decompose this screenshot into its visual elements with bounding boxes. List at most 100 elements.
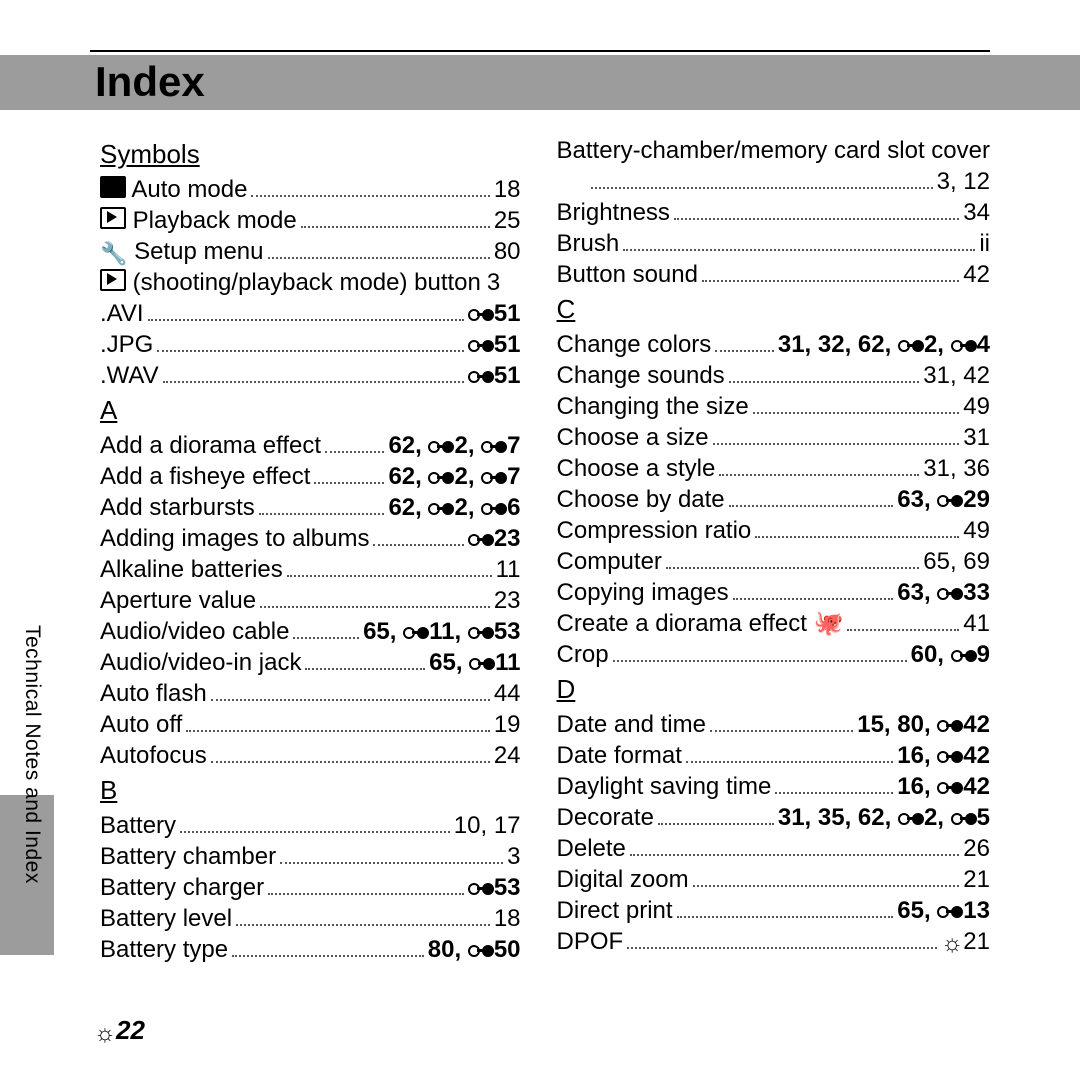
index-entry: Choose by date63, 29 <box>557 484 990 515</box>
index-entry-pages: ☼21 <box>941 926 990 957</box>
index-entry-label: Decorate <box>557 802 654 833</box>
index-entry-pages: 34 <box>963 197 990 228</box>
leader-dots <box>268 243 490 259</box>
leader-dots <box>157 336 463 352</box>
index-entry: Computer65, 69 <box>557 546 990 577</box>
index-entry-label: Playback mode <box>100 205 297 236</box>
manual-index-page: Index Technical Notes and Index Symbols … <box>0 0 1080 1080</box>
index-entry-label: DPOF <box>557 926 624 957</box>
leader-dots <box>733 584 894 600</box>
index-entry-label: Auto mode <box>100 174 247 205</box>
index-entry-pages: 62, 2, 7 <box>388 430 520 461</box>
index-column: Battery-chamber/memory card slot cover3,… <box>557 135 990 1000</box>
index-entry-pages: 63, 33 <box>897 577 990 608</box>
reference-icon <box>468 369 494 383</box>
leader-dots <box>753 398 960 414</box>
index-entry: Copying images 63, 33 <box>557 577 990 608</box>
index-entry: Crop60, 9 <box>557 639 990 670</box>
index-entry-pages: 51 <box>468 298 521 329</box>
reference-icon <box>403 625 429 639</box>
index-entry-pages: 25 <box>494 205 521 236</box>
index-entry: Add starbursts62, 2, 6 <box>100 492 521 523</box>
leader-dots <box>232 941 424 957</box>
reference-icon <box>428 470 454 484</box>
index-entry-label: Computer <box>557 546 662 577</box>
leader-dots <box>211 747 490 763</box>
index-entry-label: Battery charger <box>100 872 264 903</box>
index-entry: Battery charger 53 <box>100 872 521 903</box>
index-entry-label: Change sounds <box>557 360 725 391</box>
leader-dots <box>251 181 489 197</box>
index-entry-pages: 62, 2, 7 <box>388 461 520 492</box>
index-entry-label: Copying images <box>557 577 729 608</box>
reference-icon <box>468 307 494 321</box>
section-heading: Symbols <box>100 139 521 170</box>
leader-dots <box>180 817 450 833</box>
leader-dots <box>325 437 384 453</box>
reference-icon <box>468 943 494 957</box>
index-entry: Brightness34 <box>557 197 990 228</box>
index-entry-pages: 53 <box>468 872 521 903</box>
index-entry-label: Audio/video-in jack <box>100 647 301 678</box>
reference-icon <box>468 532 494 546</box>
index-entry-label: 🔧 Setup menu <box>100 236 264 267</box>
leader-dots <box>236 910 490 926</box>
index-entry: .WAV51 <box>100 360 521 391</box>
index-entry-pages: 65, 11, 53 <box>363 616 520 647</box>
index-entry-label: Choose a style <box>557 453 716 484</box>
leader-dots <box>259 499 385 515</box>
leader-dots <box>847 615 959 631</box>
index-entry-pages: 19 <box>494 709 521 740</box>
leader-dots <box>658 809 774 825</box>
index-entry-label: Adding images to albums <box>100 523 369 554</box>
index-entry-pages: 80, 50 <box>428 934 521 965</box>
index-entry: Change sounds31, 42 <box>557 360 990 391</box>
leader-dots <box>729 367 920 383</box>
index-entry-pages: 65, 11 <box>429 647 520 678</box>
leader-dots <box>373 530 463 546</box>
camera-icon <box>100 176 126 198</box>
index-entry-label: Crop <box>557 639 609 670</box>
index-entry: Battery10, 17 <box>100 810 521 841</box>
index-entry-pages: 80 <box>494 236 521 267</box>
index-entry-label: .WAV <box>100 360 159 391</box>
index-entry-label: Battery chamber <box>100 841 276 872</box>
reference-icon <box>468 881 494 895</box>
index-entry: Button sound 42 <box>557 259 990 290</box>
index-entry-label: Delete <box>557 833 626 864</box>
leader-dots <box>260 592 490 608</box>
reference-icon <box>481 470 507 484</box>
index-entry-pages: 41 <box>963 608 990 639</box>
index-entry: Changing the size49 <box>557 391 990 422</box>
index-entry-label: Auto flash <box>100 678 207 709</box>
index-entry-pages: 31 <box>963 422 990 453</box>
index-entry-label: Create a diorama effect 🐙 <box>557 608 844 639</box>
index-entry: Add a diorama effect62, 2, 7 <box>100 430 521 461</box>
section-heading: B <box>100 775 521 806</box>
index-entry-pages: 42 <box>963 259 990 290</box>
leader-dots <box>627 933 937 949</box>
index-entry-pages: 10, 17 <box>454 810 521 841</box>
reference-icon <box>937 718 963 732</box>
index-entry-label: Choose by date <box>557 484 725 515</box>
leader-dots <box>163 367 464 383</box>
index-entry-pages: 65, 13 <box>897 895 990 926</box>
leader-dots <box>211 685 490 701</box>
index-entry-label: Alkaline batteries <box>100 554 283 585</box>
index-entry-label: Battery level <box>100 903 232 934</box>
index-entry-label: Auto off <box>100 709 182 740</box>
index-columns: Symbols Auto mode18 Playback mode25🔧 Set… <box>100 135 990 1000</box>
index-entry-label: Compression ratio <box>557 515 752 546</box>
index-entry-label: Battery-chamber/memory card slot cover <box>557 135 990 166</box>
index-entry: Digital zoom21 <box>557 864 990 895</box>
index-entry-label: Button sound <box>557 259 698 290</box>
index-entry: Choose a style31, 36 <box>557 453 990 484</box>
index-entry-label: Add a fisheye effect <box>100 461 310 492</box>
page-title: Index <box>95 58 205 106</box>
index-entry-pages: 15, 80, 42 <box>857 709 990 740</box>
index-entry: DPOF ☼21 <box>557 926 990 957</box>
index-entry: Adding images to albums23 <box>100 523 521 554</box>
index-entry-label: (shooting/playback mode) button <box>100 267 481 298</box>
index-entry: Date format16, 42 <box>557 740 990 771</box>
index-entry-pages: 26 <box>963 833 990 864</box>
